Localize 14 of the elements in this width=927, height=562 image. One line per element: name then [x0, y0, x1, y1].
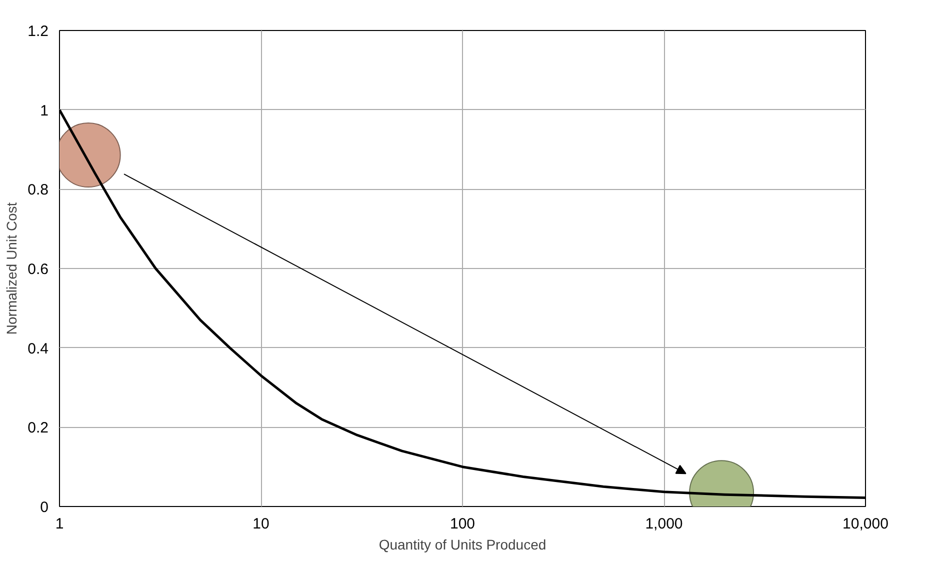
y-axis-title: Normalized Unit Cost [4, 202, 20, 335]
x-tick-label: 10 [252, 516, 270, 532]
x-tick-label: 1 [55, 516, 64, 532]
y-tick-label: 0.6 [28, 261, 49, 278]
y-tick-label: 0.8 [28, 182, 49, 199]
x-tick-label: 10,000 [842, 516, 888, 532]
y-tick-label: 0.2 [28, 420, 49, 437]
y-tick-label: 0 [40, 499, 48, 516]
x-axis-title: Quantity of Units Produced [378, 536, 546, 552]
y-tick-label: 1.2 [28, 23, 49, 40]
x-tick-label: 100 [450, 516, 476, 532]
y-tick-label: 1 [40, 102, 48, 120]
x-tick-label: 1,000 [645, 516, 683, 532]
y-tick-label: 0.4 [28, 340, 49, 358]
